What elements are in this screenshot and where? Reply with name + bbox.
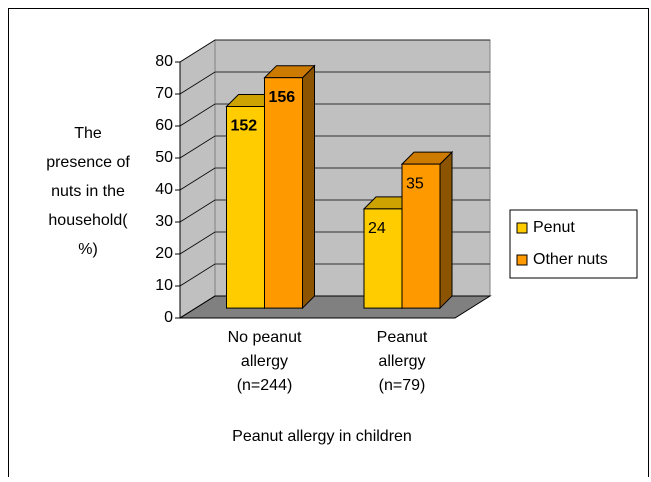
x-tick-label: No peanut: [228, 329, 302, 346]
bar: [401, 163, 441, 309]
x-tick-label: (n=79): [379, 377, 426, 394]
legend-label: Penut: [533, 219, 575, 236]
y-tick-label: 70: [155, 85, 173, 102]
x-tick-label: allergy: [378, 353, 425, 370]
bar-side: [439, 150, 453, 310]
y-axis-title: nuts in the: [51, 183, 125, 200]
bar-side: [302, 64, 315, 310]
chart-border: [8, 8, 649, 482]
legend-swatch: [516, 254, 528, 266]
y-tick-label: 30: [155, 213, 173, 230]
data-label: 156: [269, 89, 296, 106]
grid-line: [179, 103, 490, 127]
x-axis-title: Peanut allergy in children: [232, 428, 412, 445]
data-label: 24: [368, 220, 386, 237]
grid-line: [179, 39, 490, 63]
grid-line: [179, 135, 490, 159]
x-tick-label: Peanut: [377, 329, 428, 346]
y-tick-label: 40: [155, 181, 173, 198]
legend-label: Other nuts: [533, 251, 608, 268]
data-label: 35: [406, 175, 424, 192]
bar: [264, 77, 303, 309]
y-axis-title: presence of: [46, 154, 130, 171]
grid-line: [179, 71, 490, 95]
y-tick-label: 80: [155, 53, 173, 70]
grid-line: [179, 167, 490, 191]
y-tick-label: 50: [155, 149, 173, 166]
y-tick-label: 0: [164, 309, 173, 326]
legend-swatch: [516, 222, 528, 234]
y-tick-label: 10: [155, 277, 173, 294]
x-tick-label: allergy: [241, 353, 288, 370]
y-axis-title: %): [78, 241, 98, 258]
data-label: 152: [231, 118, 258, 135]
y-tick-label: 60: [155, 117, 173, 134]
x-tick-label: (n=244): [237, 377, 293, 394]
y-tick-label: 20: [155, 245, 173, 262]
legend-box: [509, 209, 638, 279]
bar: [226, 106, 265, 309]
y-axis-title: household(: [48, 212, 128, 229]
y-axis-title: The: [74, 125, 102, 142]
